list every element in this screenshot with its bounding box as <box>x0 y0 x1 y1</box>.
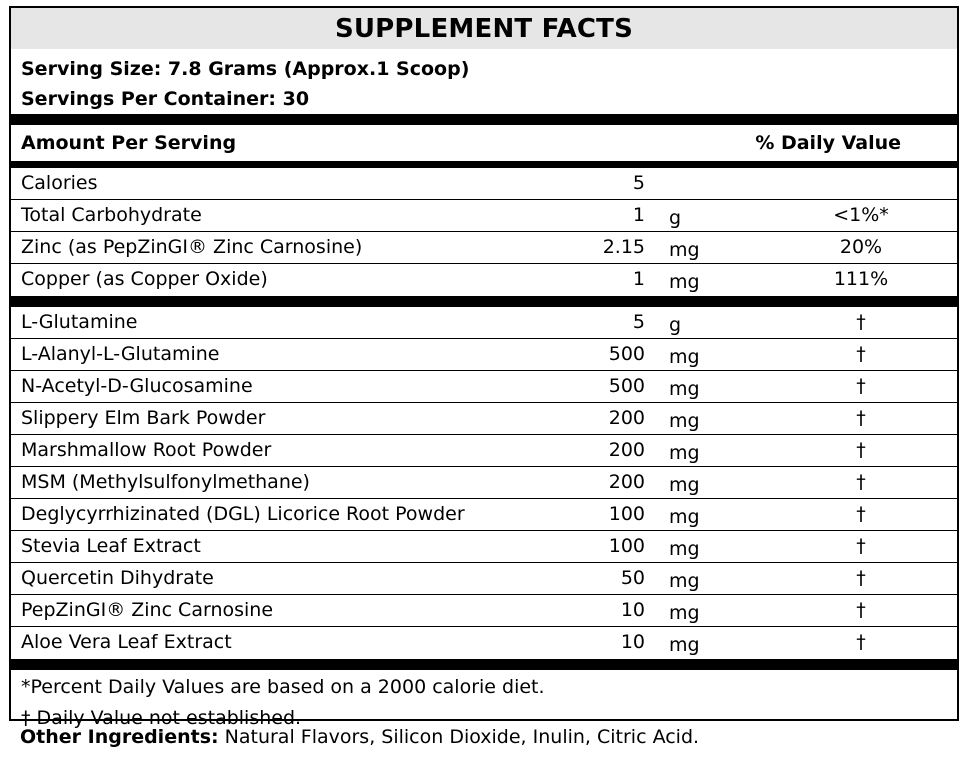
nutrient-amount: 5 <box>632 172 645 194</box>
ingredient-amount: 100 <box>608 535 645 557</box>
ingredient-daily-value: † <box>856 503 866 525</box>
ingredient-unit: mg <box>669 602 700 624</box>
nutrient-daily-value: 111% <box>833 268 889 290</box>
ingredient-unit: g <box>669 314 682 336</box>
nutrient-row: Copper (as Copper Oxide) 1 mg 111% <box>11 264 957 296</box>
nutrient-daily-value: 20% <box>839 236 883 258</box>
ingredient-daily-value: † <box>856 535 866 557</box>
ingredient-daily-value: † <box>856 471 866 493</box>
other-ingredients-label: Other Ingredients: <box>20 726 219 748</box>
ingredient-amount: 50 <box>620 567 645 589</box>
nutrient-row: Zinc (as PepZinGI® Zinc Carnosine) 2.15 … <box>11 232 957 264</box>
ingredient-list: L-Glutamine 5 g † L-Alanyl-L-Glutamine 5… <box>11 307 957 659</box>
nutrient-name: Total Carbohydrate <box>21 204 202 226</box>
ingredient-row: MSM (Methylsulfonylmethane) 200 mg † <box>11 467 957 499</box>
panel-title: SUPPLEMENT FACTS <box>11 8 957 49</box>
ingredient-unit: mg <box>669 506 700 528</box>
ingredient-unit: mg <box>669 634 700 656</box>
nutrient-name: Calories <box>21 172 98 194</box>
ingredient-amount: 10 <box>620 631 645 653</box>
ingredient-name: Marshmallow Root Powder <box>21 439 272 461</box>
percent-footnote: *Percent Daily Values are based on a 200… <box>21 676 545 698</box>
ingredient-unit: mg <box>669 570 700 592</box>
ingredient-unit: mg <box>669 410 700 432</box>
nutrient-row: Calories 5 <box>11 168 957 200</box>
nutrient-unit: mg <box>669 239 700 261</box>
amount-per-serving-header: Amount Per Serving <box>21 132 237 154</box>
divider-medium <box>11 161 957 168</box>
ingredient-unit: mg <box>669 474 700 496</box>
ingredient-row: L-Glutamine 5 g † <box>11 307 957 339</box>
ingredient-amount: 100 <box>608 503 645 525</box>
ingredient-row: PepZinGI® Zinc Carnosine 10 mg † <box>11 595 957 627</box>
divider-thick <box>11 114 957 125</box>
ingredient-unit: mg <box>669 442 700 464</box>
ingredient-amount: 500 <box>608 375 645 397</box>
daily-value-header: % Daily Value <box>755 132 901 154</box>
nutrient-amount: 2.15 <box>602 236 645 258</box>
ingredient-daily-value: † <box>856 631 866 653</box>
ingredient-name: Quercetin Dihydrate <box>21 567 214 589</box>
nutrient-unit: g <box>669 207 682 229</box>
nutrient-name: Copper (as Copper Oxide) <box>21 268 268 290</box>
dagger-footnote: † Daily Value not established. <box>21 707 302 729</box>
ingredient-row: L-Alanyl-L-Glutamine 500 mg † <box>11 339 957 371</box>
ingredient-row: N-Acetyl-D-Glucosamine 500 mg † <box>11 371 957 403</box>
ingredient-amount: 200 <box>608 439 645 461</box>
ingredient-amount: 200 <box>608 407 645 429</box>
ingredient-row: Stevia Leaf Extract 100 mg † <box>11 531 957 563</box>
ingredient-amount: 5 <box>632 311 645 333</box>
other-ingredients-text: Natural Flavors, Silicon Dioxide, Inulin… <box>218 726 700 748</box>
footnotes: *Percent Daily Values are based on a 200… <box>11 670 957 734</box>
nutrient-amount: 1 <box>632 268 645 290</box>
ingredient-daily-value: † <box>856 375 866 397</box>
ingredient-name: Deglycyrrhizinated (DGL) Licorice Root P… <box>21 503 465 525</box>
ingredient-name: Aloe Vera Leaf Extract <box>21 631 232 653</box>
ingredient-row: Aloe Vera Leaf Extract 10 mg † <box>11 627 957 659</box>
ingredient-amount: 500 <box>608 343 645 365</box>
ingredient-name: L-Alanyl-L-Glutamine <box>21 343 220 365</box>
divider-thick <box>11 296 957 307</box>
ingredient-row: Deglycyrrhizinated (DGL) Licorice Root P… <box>11 499 957 531</box>
ingredient-daily-value: † <box>856 567 866 589</box>
ingredient-name: L-Glutamine <box>21 311 138 333</box>
ingredient-daily-value: † <box>856 311 866 333</box>
ingredient-daily-value: † <box>856 599 866 621</box>
nutrient-amount: 1 <box>632 204 645 226</box>
serving-size: Serving Size: 7.8 Grams (Approx.1 Scoop) <box>21 58 470 80</box>
ingredient-daily-value: † <box>856 407 866 429</box>
ingredient-row: Marshmallow Root Powder 200 mg † <box>11 435 957 467</box>
ingredient-name: Slippery Elm Bark Powder <box>21 407 266 429</box>
nutrient-unit: mg <box>669 271 700 293</box>
ingredient-amount: 10 <box>620 599 645 621</box>
ingredient-unit: mg <box>669 378 700 400</box>
supplement-facts-panel: SUPPLEMENT FACTS Serving Size: 7.8 Grams… <box>9 6 959 729</box>
ingredient-daily-value: † <box>856 439 866 461</box>
nutrient-daily-value: <1%* <box>833 204 889 226</box>
ingredient-daily-value: † <box>856 343 866 365</box>
column-header: Amount Per Serving % Daily Value <box>11 125 957 161</box>
ingredient-name: N-Acetyl-D-Glucosamine <box>21 375 253 397</box>
ingredient-row: Quercetin Dihydrate 50 mg † <box>11 563 957 595</box>
servings-per-container: Servings Per Container: 30 <box>21 88 310 110</box>
divider-thick <box>11 659 957 670</box>
nutrient-list: Calories 5 Total Carbohydrate 1 g <1%* Z… <box>11 168 957 296</box>
ingredient-name: Stevia Leaf Extract <box>21 535 201 557</box>
other-ingredients: Other Ingredients: Natural Flavors, Sili… <box>20 726 699 748</box>
ingredient-unit: mg <box>669 346 700 368</box>
ingredient-name: MSM (Methylsulfonylmethane) <box>21 471 310 493</box>
ingredient-amount: 200 <box>608 471 645 493</box>
ingredient-name: PepZinGI® Zinc Carnosine <box>21 599 274 621</box>
serving-info: Serving Size: 7.8 Grams (Approx.1 Scoop)… <box>11 49 957 114</box>
ingredient-unit: mg <box>669 538 700 560</box>
nutrient-row: Total Carbohydrate 1 g <1%* <box>11 200 957 232</box>
ingredient-row: Slippery Elm Bark Powder 200 mg † <box>11 403 957 435</box>
nutrient-name: Zinc (as PepZinGI® Zinc Carnosine) <box>21 236 363 258</box>
